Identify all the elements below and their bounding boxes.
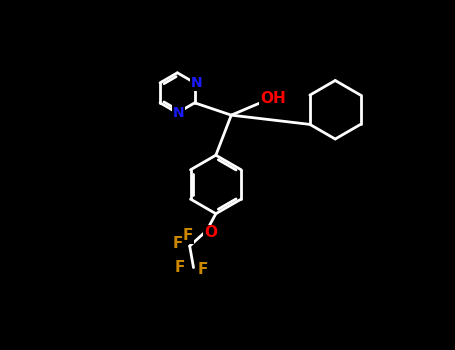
Text: F: F	[197, 262, 208, 278]
Text: F: F	[172, 236, 182, 251]
Text: O: O	[204, 225, 217, 240]
Text: F: F	[183, 228, 193, 243]
Text: F: F	[174, 260, 185, 275]
Text: N: N	[191, 76, 202, 90]
Text: OH: OH	[260, 91, 286, 106]
Text: N: N	[173, 106, 185, 120]
